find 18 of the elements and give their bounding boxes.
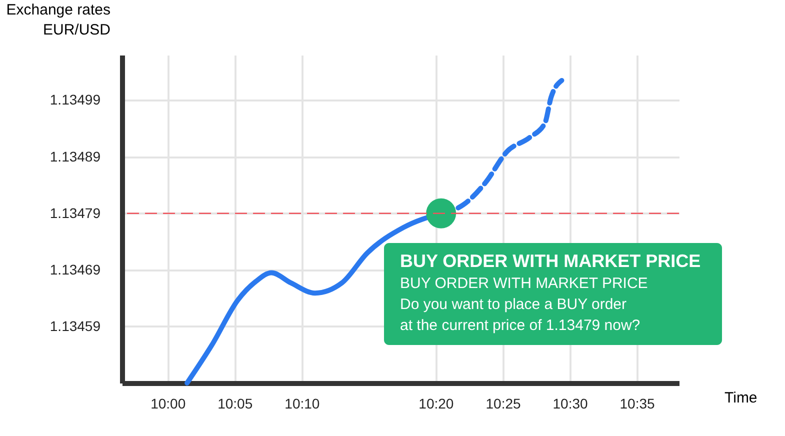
x-tick-label: 10:20 [418,396,454,412]
x-axis-title: Time [724,390,758,406]
x-tick-label: 10:30 [552,396,588,412]
y-tick-label: 1.13479 [50,204,101,221]
y-tick-label: 1.13489 [50,148,101,164]
annotation: at the current price of 1.13479 now? [400,317,640,334]
y-tick-label: 1.13499 [50,92,101,108]
annotation: BUY ORDER WITH MARKET PRICE [400,251,701,271]
x-tick-label: 10:10 [284,396,320,412]
annotation: BUY ORDER WITH MARKET PRICE [400,275,648,292]
x-tick-label: 10:35 [620,396,655,412]
y-axis-title: Exchange rates EUR/USD [6,2,111,38]
x-tick-label: 10:00 [150,396,186,412]
x-tick-label: 10:05 [218,396,253,412]
annotation: Do you want to place a BUY order [400,296,627,313]
y-tick-label: 1.13469 [50,261,101,278]
y-tick-label: 1.13459 [50,318,101,334]
x-tick-label: 10:25 [486,396,521,412]
